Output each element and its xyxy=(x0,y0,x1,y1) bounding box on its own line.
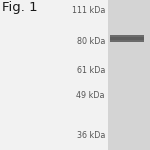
Text: 49 kDa: 49 kDa xyxy=(76,92,105,100)
Bar xyxy=(108,0,150,150)
Text: 80 kDa: 80 kDa xyxy=(77,38,105,46)
Text: Fig. 1: Fig. 1 xyxy=(2,2,37,15)
Text: 36 kDa: 36 kDa xyxy=(77,130,105,140)
Bar xyxy=(110,37,144,40)
Text: 61 kDa: 61 kDa xyxy=(77,66,105,75)
Bar xyxy=(110,35,144,42)
Text: 111 kDa: 111 kDa xyxy=(72,6,105,15)
